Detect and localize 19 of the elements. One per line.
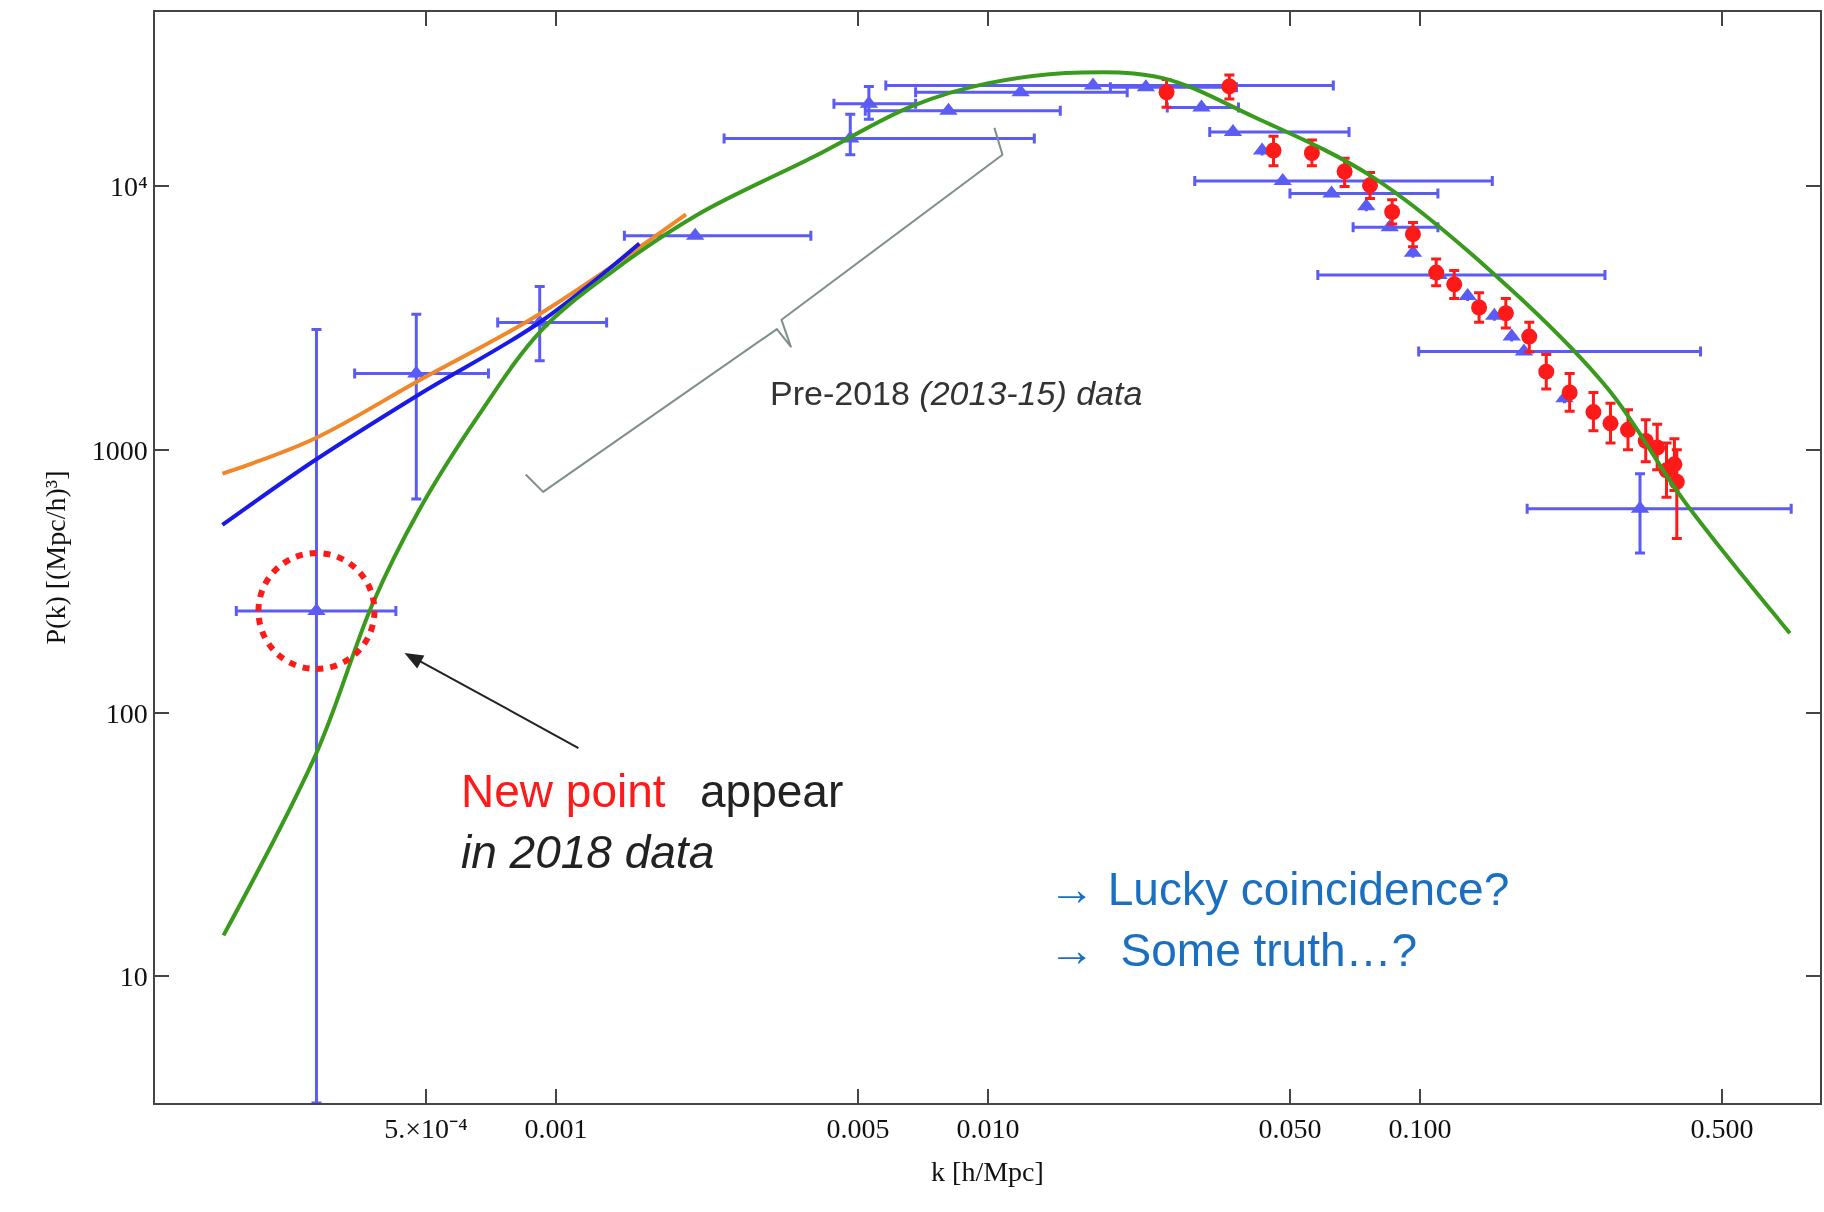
x-tick-label: 0.100: [1388, 1113, 1452, 1145]
annotation: in 2018 data: [461, 826, 715, 878]
annotation: → Lucky coincidence?: [1049, 863, 1510, 915]
annotation: → Some truth…?: [1049, 924, 1418, 976]
y-tick-label: 1000: [91, 434, 148, 466]
x-tick-label: 5.×10⁻⁴: [384, 1113, 468, 1145]
y-tick-label: 10⁴: [109, 171, 148, 203]
x-tick-label: 0.005: [826, 1113, 890, 1145]
x-tick-label: 0.001: [524, 1113, 588, 1145]
y-tick-label: 100: [105, 697, 148, 729]
y-axis-title: P(k) [(Mpc/h)³]: [39, 470, 71, 645]
annotation: Pre-2018 (2013-15) data: [770, 374, 1143, 412]
y-tick-label: 10: [119, 961, 148, 993]
x-tick-label: 0.050: [1258, 1113, 1322, 1145]
annotation: New point: [461, 765, 666, 817]
x-tick-label: 0.010: [956, 1113, 1020, 1145]
annotation: appear: [700, 765, 844, 817]
x-tick-label: 0.500: [1690, 1113, 1754, 1145]
x-axis-title: k [h/Mpc]: [931, 1155, 1044, 1187]
